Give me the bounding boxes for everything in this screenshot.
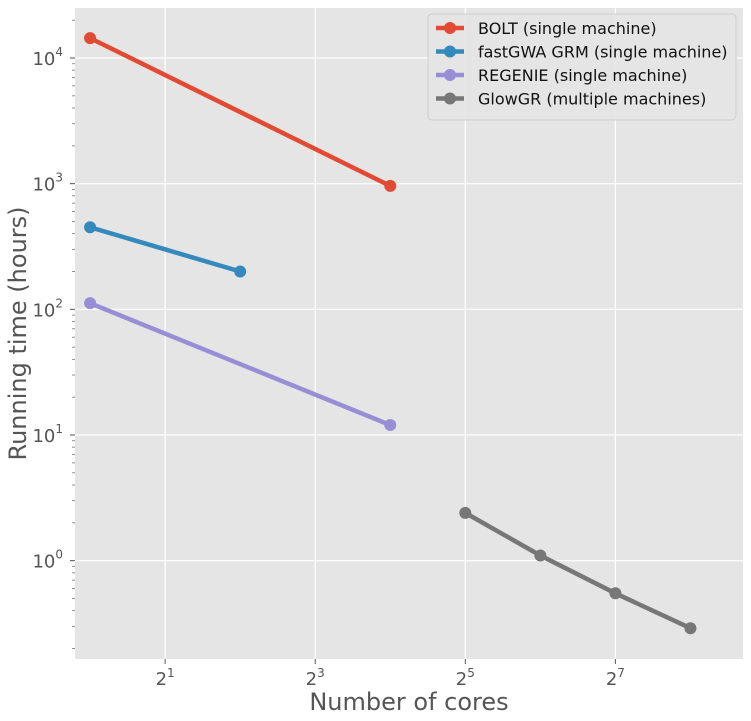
x-tick-label: 23 bbox=[306, 666, 325, 690]
series-line bbox=[87, 225, 243, 274]
y-tick-label: 104 bbox=[32, 45, 63, 70]
legend-marker bbox=[444, 45, 456, 58]
legend-marker bbox=[444, 92, 456, 105]
x-axis-title: Number of cores bbox=[309, 688, 508, 716]
data-point bbox=[384, 179, 397, 192]
legend-label: GlowGR (multiple machines) bbox=[478, 90, 706, 109]
x-tick-label: 25 bbox=[456, 666, 475, 690]
x-tick-label: 21 bbox=[156, 666, 175, 690]
series bbox=[84, 221, 247, 278]
data-point bbox=[84, 221, 97, 234]
y-axis-ticks: 100 101 102 103 104 bbox=[32, 45, 75, 573]
data-point bbox=[684, 622, 697, 635]
series-line bbox=[87, 35, 393, 189]
data-point bbox=[609, 587, 622, 600]
data-point bbox=[84, 32, 97, 45]
data-point bbox=[84, 297, 97, 310]
y-tick-label: 101 bbox=[32, 422, 63, 447]
legend-marker bbox=[444, 22, 456, 34]
legend-marker bbox=[444, 69, 456, 81]
y-tick-label: 102 bbox=[32, 296, 63, 321]
series-line bbox=[87, 300, 393, 428]
legend-label: REGENIE (single machine) bbox=[478, 66, 687, 85]
series-line bbox=[463, 510, 693, 631]
data-point bbox=[459, 506, 472, 519]
legend-label: BOLT (single machine) bbox=[478, 19, 657, 38]
data-point bbox=[234, 265, 247, 278]
data-point bbox=[384, 419, 397, 432]
data-point bbox=[534, 549, 547, 562]
y-axis-title: Running time (hours) bbox=[4, 206, 32, 460]
legend: BOLT (single machine) fastGWA GRM (single… bbox=[427, 13, 737, 121]
legend-box bbox=[427, 13, 737, 121]
x-tick-label: 27 bbox=[606, 666, 625, 690]
series bbox=[84, 32, 397, 192]
legend-label: fastGWA GRM (single machine) bbox=[478, 43, 728, 62]
series-layer bbox=[84, 32, 697, 635]
y-tick-label: 100 bbox=[32, 548, 63, 573]
series bbox=[84, 297, 397, 432]
series bbox=[459, 506, 697, 635]
y-tick-label: 103 bbox=[32, 171, 63, 196]
minor-ticks bbox=[72, 19, 75, 649]
x-axis-ticks: 21 23 25 27 bbox=[156, 659, 625, 690]
